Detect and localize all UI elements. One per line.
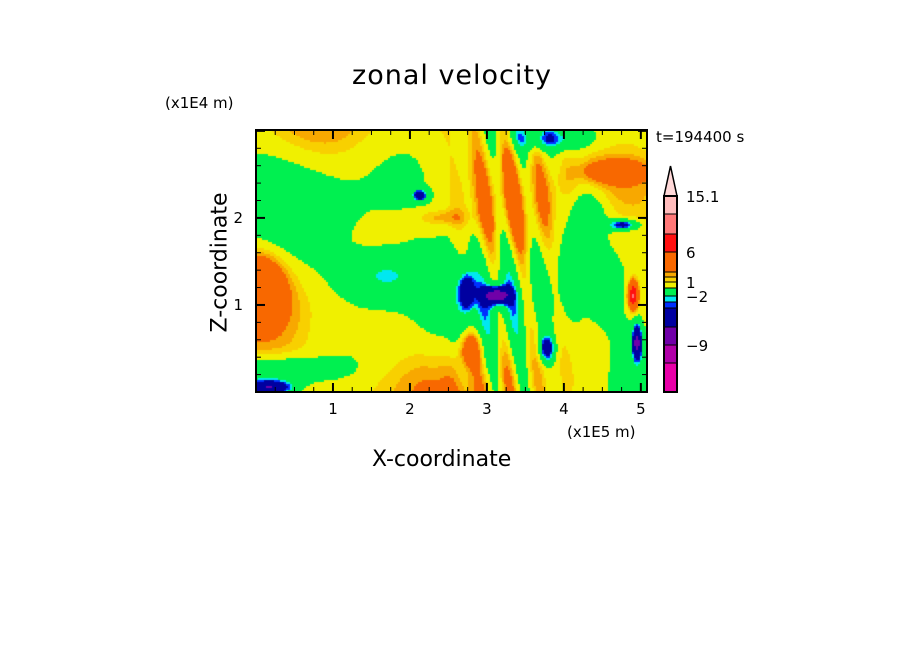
colorbar-extend-triangle xyxy=(663,165,678,197)
plot-frame xyxy=(255,129,648,393)
colorbar-segment xyxy=(663,281,678,289)
colorbar-segment xyxy=(663,271,678,278)
colorbar-segment xyxy=(663,295,678,303)
x-tick-label: 1 xyxy=(328,400,338,418)
time-annotation: t=194400 s xyxy=(656,128,745,146)
colorbar-label: −9 xyxy=(686,337,708,355)
colorbar-label: 15.1 xyxy=(686,188,719,206)
colorbar-segment xyxy=(663,344,678,364)
colorbar-segment xyxy=(663,276,678,283)
x-tick-label: 5 xyxy=(636,400,646,418)
colorbar-segment xyxy=(663,326,678,346)
x-axis-label: X-coordinate xyxy=(372,447,512,472)
colorbar-segment xyxy=(663,362,678,393)
colorbar-frame xyxy=(663,195,678,393)
y-tick-label: 1 xyxy=(233,296,243,314)
x-tick-label: 2 xyxy=(405,400,415,418)
colorbar-label: −2 xyxy=(686,288,708,306)
colorbar-label: 6 xyxy=(686,244,696,262)
colorbar-segment xyxy=(663,307,678,328)
colorbar-segment xyxy=(663,301,678,309)
contour-field xyxy=(256,130,647,392)
y-tick-label: 2 xyxy=(233,209,243,227)
colorbar-segment xyxy=(663,233,678,253)
x-tick-label: 3 xyxy=(482,400,492,418)
colorbar-segment xyxy=(663,213,678,235)
colorbar-segment xyxy=(663,195,678,215)
x-axis-unit: (x1E5 m) xyxy=(567,423,636,441)
x-tick-label: 4 xyxy=(559,400,569,418)
y-axis-unit: (x1E4 m) xyxy=(165,94,234,112)
chart-title: zonal velocity xyxy=(352,60,552,91)
colorbar-label: 1 xyxy=(686,274,696,292)
colorbar-segment xyxy=(663,251,678,273)
colorbar-segment xyxy=(663,287,678,297)
